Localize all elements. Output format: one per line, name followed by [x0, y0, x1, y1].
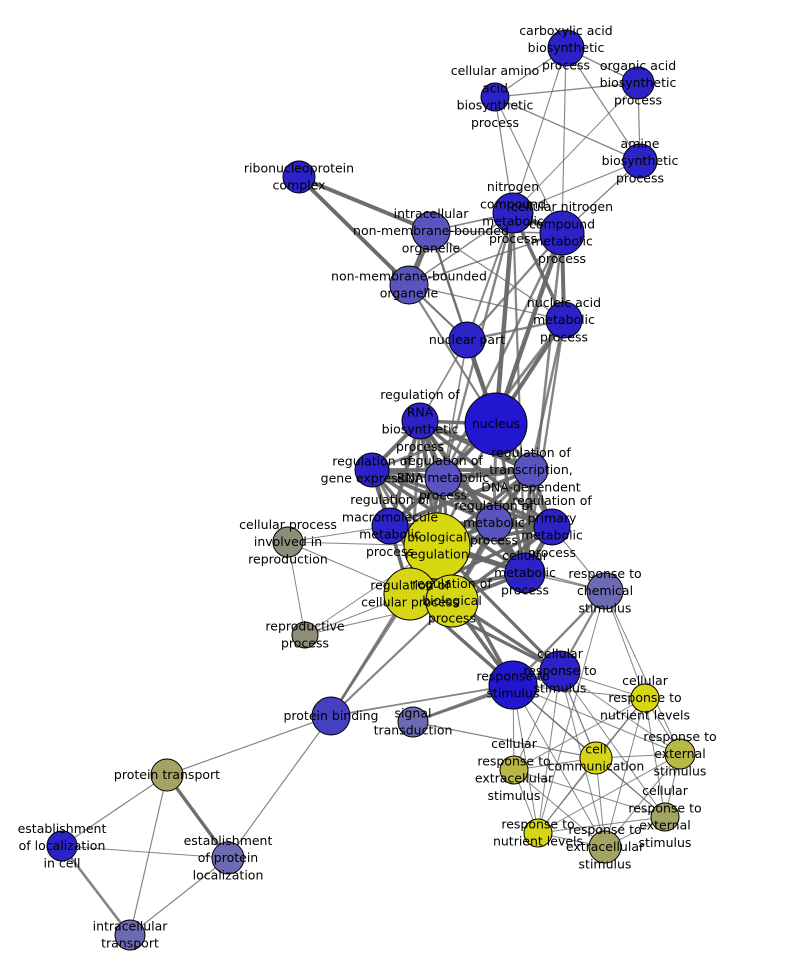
graph-node[interactable]	[664, 738, 696, 770]
graph-node[interactable]	[354, 452, 390, 488]
graph-edge	[513, 769, 666, 818]
graph-node[interactable]	[547, 29, 585, 67]
graph-node[interactable]	[488, 660, 538, 710]
graph-node[interactable]	[371, 507, 409, 545]
graph-node[interactable]	[586, 572, 624, 610]
graph-edge	[129, 857, 229, 936]
graph-edge	[512, 684, 606, 848]
graph-node[interactable]	[425, 574, 479, 628]
graph-node[interactable]	[533, 508, 571, 546]
graph-edge	[493, 210, 516, 427]
graph-node[interactable]	[46, 830, 78, 862]
graph-node[interactable]	[539, 210, 585, 256]
graph-edge	[565, 47, 641, 162]
graph-node[interactable]	[588, 830, 622, 864]
graph-node[interactable]	[539, 650, 581, 692]
graph-edge	[227, 715, 332, 859]
graph-edge	[561, 47, 567, 234]
graph-node[interactable]	[401, 402, 439, 440]
graph-node[interactable]	[291, 621, 319, 649]
graph-edge	[559, 670, 681, 755]
graph-edge	[513, 697, 646, 771]
graph-node[interactable]	[311, 696, 351, 736]
graph-edge	[411, 669, 562, 724]
graph-edge	[512, 47, 567, 214]
graph-edge	[412, 721, 597, 759]
graph-edge	[466, 212, 514, 341]
graph-edge	[512, 160, 641, 214]
graph-edge	[537, 670, 561, 834]
graph-node[interactable]	[475, 504, 513, 542]
graph-node[interactable]	[480, 82, 510, 112]
graph-node[interactable]	[523, 818, 553, 848]
graph-edge	[388, 468, 533, 528]
graph-node[interactable]	[272, 526, 304, 558]
graph-node[interactable]	[513, 452, 549, 488]
graph-edge	[61, 845, 229, 859]
graph-edge	[60, 844, 132, 937]
graph-edge	[408, 232, 563, 286]
graph-edge	[512, 82, 639, 214]
graph-edge	[537, 753, 681, 834]
graph-edge	[512, 684, 539, 834]
nodes-layer	[46, 29, 696, 951]
graph-edge	[604, 590, 681, 755]
graph-edge	[537, 816, 666, 834]
graph-edge	[287, 541, 306, 636]
graph-edge	[408, 212, 514, 286]
graph-node[interactable]	[403, 512, 471, 580]
graph-edge	[513, 769, 606, 848]
graph-node[interactable]	[579, 741, 613, 775]
graph-node[interactable]	[411, 211, 451, 251]
graph-edge	[129, 774, 168, 936]
graph-node[interactable]	[499, 755, 529, 785]
graph-node[interactable]	[622, 143, 658, 179]
graph-node[interactable]	[464, 392, 528, 456]
graph-node[interactable]	[150, 758, 184, 792]
graph-node[interactable]	[492, 192, 534, 234]
graph-edge	[166, 715, 332, 776]
graph-edge	[537, 590, 606, 834]
graph-edge	[494, 82, 639, 98]
graph-edge	[61, 774, 168, 847]
graph-node[interactable]	[650, 802, 680, 832]
graph-node[interactable]	[389, 265, 429, 305]
graph-node[interactable]	[114, 919, 146, 951]
graph-edge	[494, 96, 563, 234]
graph-edge	[430, 230, 565, 321]
graph-node[interactable]	[545, 301, 583, 339]
graph-edge	[330, 684, 514, 717]
graph-edge	[408, 284, 565, 321]
graph-edge	[329, 599, 454, 718]
graph-node[interactable]	[448, 321, 486, 359]
graph-edge	[604, 753, 681, 848]
graph-node[interactable]	[282, 160, 316, 194]
edges-layer	[60, 47, 681, 937]
graph-edge	[494, 96, 641, 162]
graph-edge	[529, 318, 566, 472]
graph-node[interactable]	[211, 841, 245, 875]
graph-node[interactable]	[630, 683, 660, 713]
graph-edge	[644, 697, 666, 818]
graph-edge	[559, 670, 666, 818]
graph-edge	[604, 697, 646, 848]
graph-node[interactable]	[397, 706, 429, 738]
graph-node[interactable]	[424, 459, 462, 497]
graph-node[interactable]	[621, 66, 655, 100]
graph-edge	[604, 590, 646, 699]
graph-edge	[165, 773, 230, 860]
graph-node[interactable]	[504, 552, 546, 594]
graph-edge	[297, 175, 433, 233]
